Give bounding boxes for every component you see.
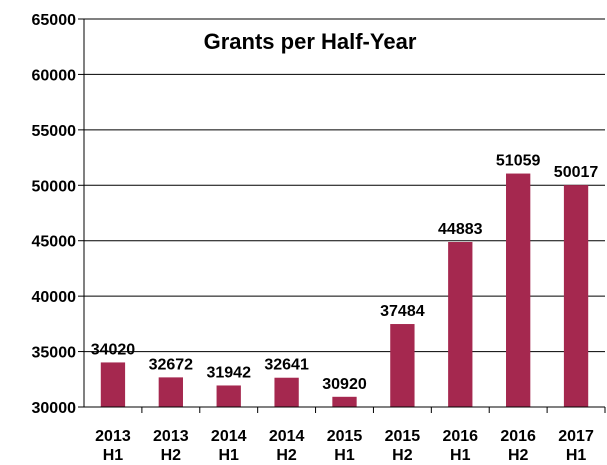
chart-title: Grants per Half-Year: [204, 29, 417, 54]
data-labels: 34020 32672 31942 32641 30920 37484 44883 51059…: [91, 153, 599, 393]
x-tick-label-half: H2: [508, 447, 529, 464]
x-tick-label: 2016 H2: [500, 428, 536, 464]
y-tick-label: 50000: [32, 178, 77, 195]
x-tick-label-year: 2016: [442, 428, 478, 445]
bar: [332, 396, 357, 407]
x-tick-label-year: 2014: [269, 428, 305, 445]
axes: [78, 18, 606, 413]
x-tick-label: 2016 H1: [442, 428, 478, 464]
x-tick-label-year: 2013: [153, 428, 189, 445]
bar: [274, 377, 299, 407]
data-label: 32672: [149, 356, 194, 373]
data-label: 32641: [264, 357, 309, 374]
x-tick-label-year: 2014: [211, 428, 247, 445]
x-tick-label: 2015 H2: [385, 428, 421, 464]
x-tick-label: 2014 H1: [211, 428, 247, 464]
y-tick-label: 65000: [32, 12, 77, 29]
x-tick-label-year: 2016: [500, 428, 536, 445]
x-tick-label: 2013 H1: [95, 428, 131, 464]
y-tick-label: 40000: [32, 289, 77, 306]
x-tick-label-half: H2: [392, 447, 413, 464]
bar: [448, 242, 473, 407]
bar: [563, 185, 589, 407]
y-tick-label: 35000: [32, 345, 77, 362]
data-label: 34020: [91, 341, 136, 358]
y-axis-tick-labels: 30000 35000 40000 45000 50000 55000 60000 65000: [32, 12, 77, 417]
x-tick-label: 2017 H1: [558, 428, 594, 464]
data-label: 44883: [438, 221, 483, 238]
x-tick-label: 2013 H2: [153, 428, 189, 464]
x-tick-label: 2015 H1: [327, 428, 363, 464]
data-label: 51059: [496, 153, 541, 170]
bar: [506, 173, 531, 407]
x-tick-label: 2014 H2: [269, 428, 305, 464]
x-tick-label-year: 2015: [327, 428, 363, 445]
x-tick-label-half: H2: [276, 447, 297, 464]
data-label: 30920: [322, 376, 367, 393]
data-label: 50017: [554, 164, 599, 181]
x-tick-label-half: H1: [103, 447, 124, 464]
x-tick-label-half: H1: [566, 447, 587, 464]
bars: [100, 173, 589, 407]
bar: [390, 324, 415, 407]
y-tick-label: 30000: [32, 400, 77, 417]
data-label: 37484: [380, 303, 425, 320]
y-tick-label: 60000: [32, 67, 77, 84]
x-tick-label-year: 2013: [95, 428, 131, 445]
gridlines: [84, 18, 605, 353]
x-tick-label-half: H1: [218, 447, 239, 464]
x-tick-label-year: 2017: [558, 428, 594, 445]
y-tick-label: 55000: [32, 123, 77, 140]
x-tick-label-half: H1: [334, 447, 355, 464]
bar: [216, 385, 241, 407]
x-tick-label-half: H2: [161, 447, 182, 464]
bar: [158, 377, 183, 407]
bar: [100, 362, 126, 407]
data-label: 31942: [206, 364, 251, 381]
y-tick-label: 45000: [32, 234, 77, 251]
x-tick-label-half: H1: [450, 447, 471, 464]
x-tick-label-year: 2015: [385, 428, 421, 445]
